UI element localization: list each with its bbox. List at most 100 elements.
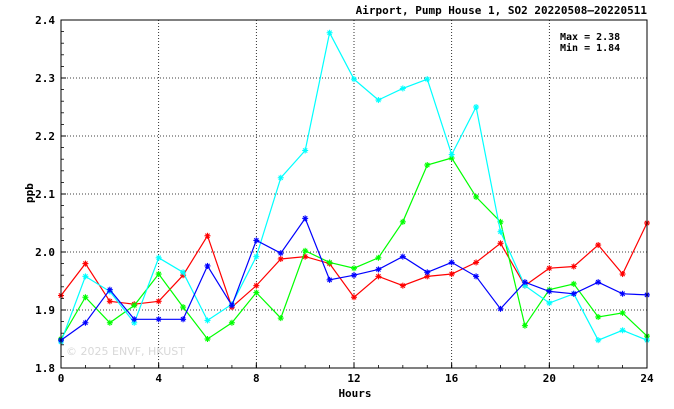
data-point [595, 279, 602, 286]
data-point [180, 304, 187, 311]
data-point [399, 253, 406, 260]
data-point [595, 337, 602, 344]
y-tick-label: 2.2 [35, 130, 55, 143]
data-point [228, 302, 235, 309]
data-point [399, 218, 406, 225]
x-axis-ticks: 0 4 8 12 16 20 24 [58, 363, 654, 385]
data-point [473, 104, 480, 110]
data-point [106, 298, 113, 305]
data-point [131, 316, 138, 323]
data-point [155, 298, 162, 305]
data-point [228, 319, 235, 326]
data-point [277, 174, 284, 181]
data-point [619, 327, 626, 334]
data-point [204, 317, 211, 324]
data-point [155, 316, 162, 323]
data-point [277, 250, 284, 257]
x-tick-label: 20 [543, 372, 556, 385]
series-4 [58, 215, 650, 344]
data-point [619, 271, 626, 278]
x-tick-label: 8 [253, 372, 260, 385]
x-tick-label: 4 [155, 372, 162, 385]
x-tick-label: 0 [58, 372, 65, 385]
data-point [570, 280, 577, 287]
data-point [448, 271, 455, 278]
data-point [448, 259, 455, 266]
data-point [473, 193, 480, 200]
x-tick-label: 16 [445, 372, 459, 385]
data-point [253, 237, 260, 244]
data-point [82, 273, 89, 280]
data-point [277, 315, 284, 322]
y-tick-label: 2.4 [35, 14, 55, 27]
data-point [180, 316, 187, 323]
data-point [253, 282, 260, 289]
y-axis-label: ppb [23, 183, 36, 203]
data-point [326, 276, 333, 283]
data-point [82, 294, 89, 301]
data-point [351, 265, 357, 272]
grid [61, 20, 647, 368]
y-tick-label: 2.1 [35, 188, 55, 201]
data-point [326, 259, 333, 266]
data-point [546, 300, 553, 307]
data-point [619, 290, 626, 297]
data-point [375, 273, 382, 280]
data-point [253, 289, 260, 296]
data-point [497, 228, 504, 235]
data-point [253, 253, 260, 260]
data-point [302, 147, 309, 154]
data-point [277, 255, 284, 262]
data-point [595, 313, 602, 320]
series-layer [58, 29, 650, 345]
data-point [473, 259, 480, 266]
y-tick-label: 2.0 [35, 246, 55, 259]
data-point [82, 260, 89, 267]
data-point [473, 273, 480, 280]
data-point [424, 76, 431, 83]
data-point [302, 215, 309, 222]
data-point [619, 309, 626, 316]
data-point [204, 232, 211, 239]
data-point [351, 294, 357, 301]
data-point [375, 254, 382, 261]
data-point [448, 151, 455, 158]
y-tick-label: 1.8 [35, 362, 55, 375]
data-point [424, 162, 431, 168]
data-point [204, 336, 211, 342]
data-point [155, 254, 162, 261]
data-point [570, 263, 577, 270]
data-point [351, 76, 357, 83]
data-point [399, 282, 406, 289]
data-point [82, 319, 89, 326]
x-tick-label: 12 [347, 372, 360, 385]
data-point [497, 305, 504, 312]
data-point [106, 286, 113, 293]
data-point [595, 242, 602, 249]
data-point [106, 319, 113, 326]
watermark: © 2025 ENVF, HKUST [66, 345, 185, 358]
data-point [521, 322, 528, 329]
series-2 [58, 155, 650, 342]
data-point [302, 247, 309, 254]
max-annotation: Max = 2.38 [560, 32, 620, 43]
data-point [131, 302, 138, 309]
data-point [399, 85, 406, 92]
data-point [351, 272, 357, 279]
data-point [375, 97, 382, 104]
data-point [155, 271, 162, 278]
data-point [375, 266, 382, 273]
y-tick-label: 2.3 [35, 72, 55, 85]
data-point [326, 29, 333, 36]
data-point [570, 290, 577, 297]
y-axis-ticks: 1.8 1.9 2.0 2.1 2.2 2.3 2.4 [35, 14, 66, 375]
data-point [546, 265, 553, 272]
data-point [180, 269, 187, 276]
data-point [204, 262, 211, 269]
x-axis-label: Hours [338, 387, 371, 400]
min-annotation: Min = 1.84 [560, 42, 620, 54]
data-point [424, 269, 431, 276]
data-point [497, 240, 504, 247]
data-point [546, 288, 553, 295]
